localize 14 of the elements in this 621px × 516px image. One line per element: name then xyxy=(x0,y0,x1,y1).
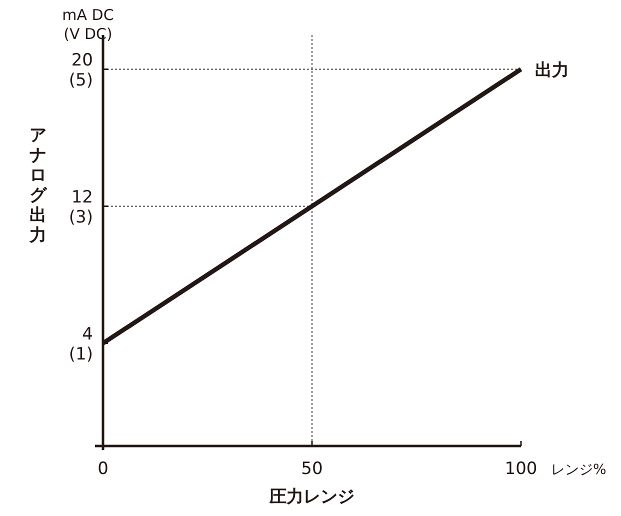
y-tick-label: 12 xyxy=(71,187,93,208)
y2-axis-title: アナログ出力 xyxy=(28,126,48,246)
x-tick-label: 50 xyxy=(301,459,323,479)
annotation: mA DC (V DC) xyxy=(62,6,114,43)
y2-tick-label: (3) xyxy=(68,207,93,228)
y2-tick-label: (5) xyxy=(68,70,93,90)
y2-tick-label: (1) xyxy=(68,344,93,364)
x-axis-title: 圧力レンジ xyxy=(268,487,354,507)
x-tick-label: 100 xyxy=(504,459,538,479)
text: レンジ% xyxy=(551,462,606,478)
y-tick-label: 20 xyxy=(71,50,93,70)
y-tick-label: 4 xyxy=(82,324,93,344)
x-tick-label: 0 xyxy=(98,459,108,479)
series-label: 出力 xyxy=(535,60,569,80)
